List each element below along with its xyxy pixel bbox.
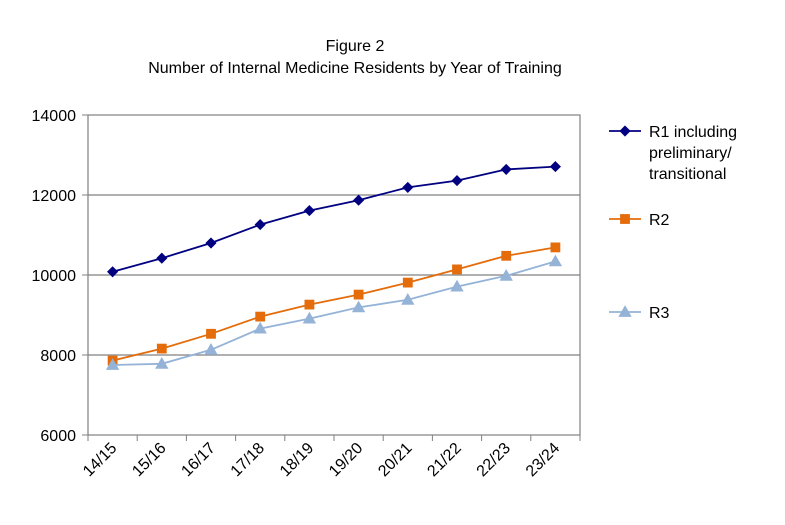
data-point-r2 bbox=[353, 289, 364, 300]
legend-label-r1: R1 including preliminary/transitional bbox=[649, 124, 737, 183]
data-point-r3 bbox=[401, 292, 415, 305]
data-point-r1 bbox=[451, 175, 463, 187]
data-point-r3 bbox=[302, 311, 317, 324]
data-point-r2 bbox=[206, 328, 216, 339]
data-point-r1 bbox=[107, 266, 119, 278]
x-tick-label: 22/23 bbox=[474, 440, 514, 480]
data-point-r3 bbox=[253, 321, 267, 334]
data-point-r1 bbox=[402, 181, 414, 193]
data-point-r1 bbox=[500, 163, 512, 175]
data-point-r2 bbox=[402, 277, 413, 288]
legend-label-line: R2 bbox=[649, 212, 670, 229]
data-point-r1 bbox=[156, 252, 168, 264]
x-tick-label: 23/24 bbox=[523, 440, 563, 480]
data-point-r1 bbox=[205, 237, 217, 249]
data-point-r1 bbox=[549, 161, 561, 173]
data-point-r3 bbox=[105, 358, 120, 370]
y-tick-label: 6000 bbox=[40, 428, 76, 445]
data-point-r2 bbox=[255, 311, 266, 322]
data-point-r3 bbox=[155, 356, 169, 369]
y-tick-label: 12000 bbox=[32, 188, 77, 205]
data-point-r2 bbox=[156, 343, 167, 354]
legend-marker-r2 bbox=[620, 214, 630, 224]
series-line-r2 bbox=[112, 246, 556, 362]
data-point-r1 bbox=[353, 194, 365, 206]
series-line-r3 bbox=[112, 260, 556, 366]
x-tick-label: 20/21 bbox=[375, 440, 415, 480]
series-line-r1 bbox=[112, 165, 556, 273]
data-point-r2 bbox=[452, 264, 462, 275]
legend-marker-r3 bbox=[618, 305, 632, 317]
x-tick-label: 16/17 bbox=[178, 440, 218, 480]
data-point-r3 bbox=[548, 254, 563, 267]
legend-marker-r1 bbox=[619, 125, 631, 137]
legend-label-line: R3 bbox=[649, 305, 670, 322]
x-tick-label: 21/22 bbox=[424, 440, 464, 480]
data-point-r3 bbox=[450, 279, 464, 292]
data-point-r3 bbox=[499, 268, 513, 281]
x-tick-label: 18/19 bbox=[277, 440, 317, 480]
y-tick-label: 8000 bbox=[40, 348, 76, 365]
chart-title-block: Figure 2 Number of Internal Medicine Res… bbox=[0, 36, 710, 80]
data-point-r2 bbox=[501, 250, 512, 261]
legend-label-r2: R2 bbox=[649, 212, 670, 229]
legend-label-line: transitional bbox=[649, 166, 726, 183]
data-point-r1 bbox=[254, 219, 266, 231]
x-tick-label: 17/18 bbox=[228, 440, 268, 480]
x-tick-label: 14/15 bbox=[80, 440, 120, 480]
legend-label-r3: R3 bbox=[649, 305, 670, 322]
x-tick-label: 15/16 bbox=[129, 440, 169, 480]
chart-title: Figure 2 bbox=[325, 38, 385, 55]
y-tick-label: 10000 bbox=[32, 268, 77, 285]
legend-label-line: R1 including bbox=[649, 124, 737, 141]
data-point-r3 bbox=[204, 342, 218, 355]
y-tick-label: 14000 bbox=[32, 108, 77, 125]
data-point-r2 bbox=[304, 299, 315, 310]
legend-label-line: preliminary/ bbox=[649, 145, 732, 162]
x-tick-label: 19/20 bbox=[326, 440, 366, 480]
data-point-r1 bbox=[303, 205, 315, 217]
chart-subtitle: Number of Internal Medicine Residents by… bbox=[148, 60, 562, 77]
data-point-r2 bbox=[550, 242, 561, 253]
data-point-r3 bbox=[351, 300, 366, 313]
